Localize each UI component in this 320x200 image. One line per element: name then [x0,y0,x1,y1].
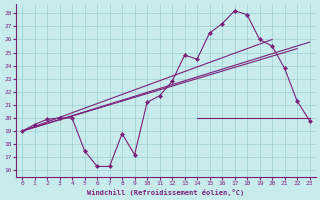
X-axis label: Windchill (Refroidissement éolien,°C): Windchill (Refroidissement éolien,°C) [87,189,244,196]
